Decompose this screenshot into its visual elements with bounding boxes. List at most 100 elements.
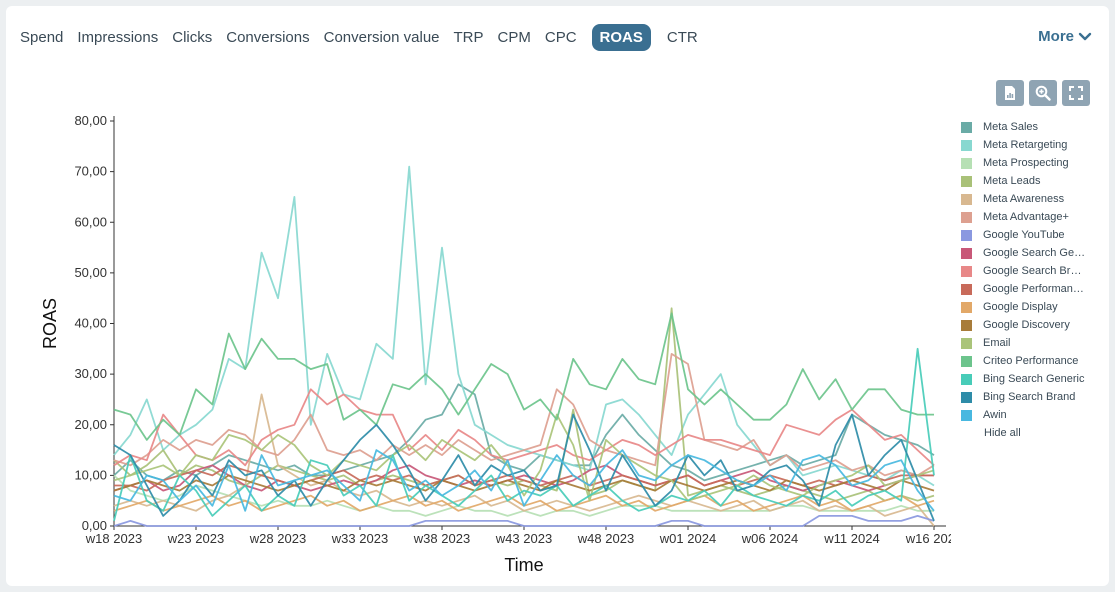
legend-swatch	[961, 355, 972, 367]
series-line-email	[113, 413, 935, 502]
chevron-down-icon	[1078, 32, 1092, 40]
y-tick-label: 80,00	[74, 113, 107, 128]
legend-item[interactable]: Google Discovery	[961, 316, 1086, 334]
tab-trp[interactable]: TRP	[453, 29, 484, 46]
legend-item[interactable]: Google Display	[961, 298, 1086, 316]
legend-swatch	[961, 301, 972, 313]
y-tick-label: 70,00	[74, 164, 107, 179]
legend-item[interactable]: Awin	[961, 406, 1086, 424]
legend-swatch	[961, 175, 972, 187]
legend-swatch	[961, 247, 972, 259]
legend-item[interactable]: Meta Advantage+	[961, 208, 1086, 226]
series-line-google-search-generic	[113, 464, 934, 492]
x-tick-label: w18 2023	[85, 531, 142, 546]
legend-swatch	[961, 139, 972, 151]
tab-conversion-value[interactable]: Conversion value	[323, 29, 440, 46]
tab-spend[interactable]: Spend	[20, 29, 64, 46]
legend-swatch	[961, 211, 972, 223]
chart-toolbar	[996, 80, 1090, 106]
legend-swatch	[961, 373, 972, 385]
legend-label: Bing Search Brand	[983, 391, 1076, 403]
legend-item[interactable]: Meta Awareness	[961, 190, 1086, 208]
export-button[interactable]	[996, 80, 1024, 106]
series-line-bing-search-brand	[113, 413, 935, 522]
x-axis-title: Time	[504, 555, 543, 575]
zoom-icon	[1035, 85, 1051, 101]
series-line-meta-leads	[113, 307, 935, 502]
series-line-google-search-brand	[113, 388, 935, 467]
y-axis-title: ROAS	[40, 298, 60, 349]
legend-label: Google Search Brand	[983, 265, 1086, 277]
legend-label: Google Performance Max	[983, 283, 1086, 295]
y-tick-label: 20,00	[74, 417, 107, 432]
tab-cpc[interactable]: CPC	[544, 29, 577, 46]
more-label: More	[1038, 28, 1074, 45]
legend-item[interactable]: Meta Retargeting	[961, 136, 1086, 154]
metric-tabs: Spend Impressions Clicks Conversions Con…	[20, 24, 712, 51]
legend-swatch	[961, 409, 972, 421]
y-tick-label: 60,00	[74, 214, 107, 229]
legend-item[interactable]: Email	[961, 334, 1086, 352]
legend-item[interactable]: Bing Search Generic	[961, 370, 1086, 388]
legend-item[interactable]: Meta Sales	[961, 118, 1086, 136]
legend-item[interactable]: Meta Prospecting	[961, 154, 1086, 172]
legend-item[interactable]: Criteo Performance	[961, 352, 1086, 370]
legend-item[interactable]: Meta Leads	[961, 172, 1086, 190]
x-tick-label: w38 2023	[413, 531, 470, 546]
legend-swatch	[961, 121, 972, 133]
legend-label: Google YouTube	[983, 229, 1065, 241]
series-line-meta-awareness	[113, 393, 935, 527]
x-tick-label: w01 2024	[659, 531, 716, 546]
x-tick-label: w06 2024	[741, 531, 798, 546]
y-tick-label: 40,00	[74, 316, 107, 331]
tab-ctr[interactable]: CTR	[666, 29, 698, 46]
legend-swatch	[961, 283, 972, 295]
legend-label: Bing Search Generic	[983, 373, 1085, 385]
fullscreen-button[interactable]	[1062, 80, 1090, 106]
legend-item[interactable]: Google Search Brand	[961, 262, 1086, 280]
series-line-criteo-performance	[113, 312, 934, 441]
tab-conversions[interactable]: Conversions	[226, 29, 310, 46]
legend-label: Google Search Generic	[983, 247, 1086, 259]
y-tick-label: 10,00	[74, 467, 107, 482]
legend-swatch	[961, 265, 972, 277]
chart-legend: Meta Sales Meta Retargeting Meta Prospecti…	[961, 118, 1086, 442]
x-tick-label: w16 2024	[905, 531, 951, 546]
legend-label: Awin	[983, 409, 1007, 421]
legend-label: Meta Prospecting	[983, 157, 1069, 169]
hide-all-button[interactable]: Hide all	[984, 427, 1021, 439]
series-line-google-youtube	[113, 514, 935, 527]
legend-label: Google Display	[983, 301, 1058, 313]
chart-card: Spend Impressions Clicks Conversions Con…	[6, 6, 1109, 586]
legend-label: Email	[983, 337, 1011, 349]
legend-swatch	[961, 337, 972, 349]
tab-impressions[interactable]: Impressions	[77, 29, 159, 46]
x-tick-label: w43 2023	[495, 531, 552, 546]
file-chart-icon	[1005, 86, 1015, 100]
more-menu-button[interactable]: More	[1038, 28, 1092, 45]
legend-item[interactable]: Google Performance Max	[961, 280, 1086, 298]
series-line-awin	[113, 449, 935, 512]
legend-item[interactable]: Google Search Generic	[961, 244, 1086, 262]
legend-label: Criteo Performance	[983, 355, 1079, 367]
legend-swatch	[961, 319, 972, 331]
legend-label: Meta Leads	[983, 175, 1041, 187]
legend-label: Meta Awareness	[983, 193, 1065, 205]
x-tick-label: w28 2023	[249, 531, 306, 546]
x-tick-label: w23 2023	[167, 531, 224, 546]
legend-item[interactable]: Google YouTube	[961, 226, 1086, 244]
tab-cpm[interactable]: CPM	[497, 29, 531, 46]
tab-clicks[interactable]: Clicks	[172, 29, 213, 46]
y-tick-label: 0,00	[82, 518, 107, 533]
legend-label: Meta Sales	[983, 121, 1039, 133]
legend-label: Meta Retargeting	[983, 139, 1068, 151]
legend-swatch	[961, 157, 972, 169]
tab-roas[interactable]: ROAS	[591, 24, 651, 51]
zoom-button[interactable]	[1029, 80, 1057, 106]
x-tick-label: w48 2023	[577, 531, 634, 546]
series-line-meta-advantage-	[113, 352, 935, 477]
legend-item[interactable]: Bing Search Brand	[961, 388, 1086, 406]
y-tick-label: 30,00	[74, 366, 107, 381]
fullscreen-icon	[1069, 86, 1083, 100]
x-tick-label: w11 2024	[823, 531, 879, 546]
